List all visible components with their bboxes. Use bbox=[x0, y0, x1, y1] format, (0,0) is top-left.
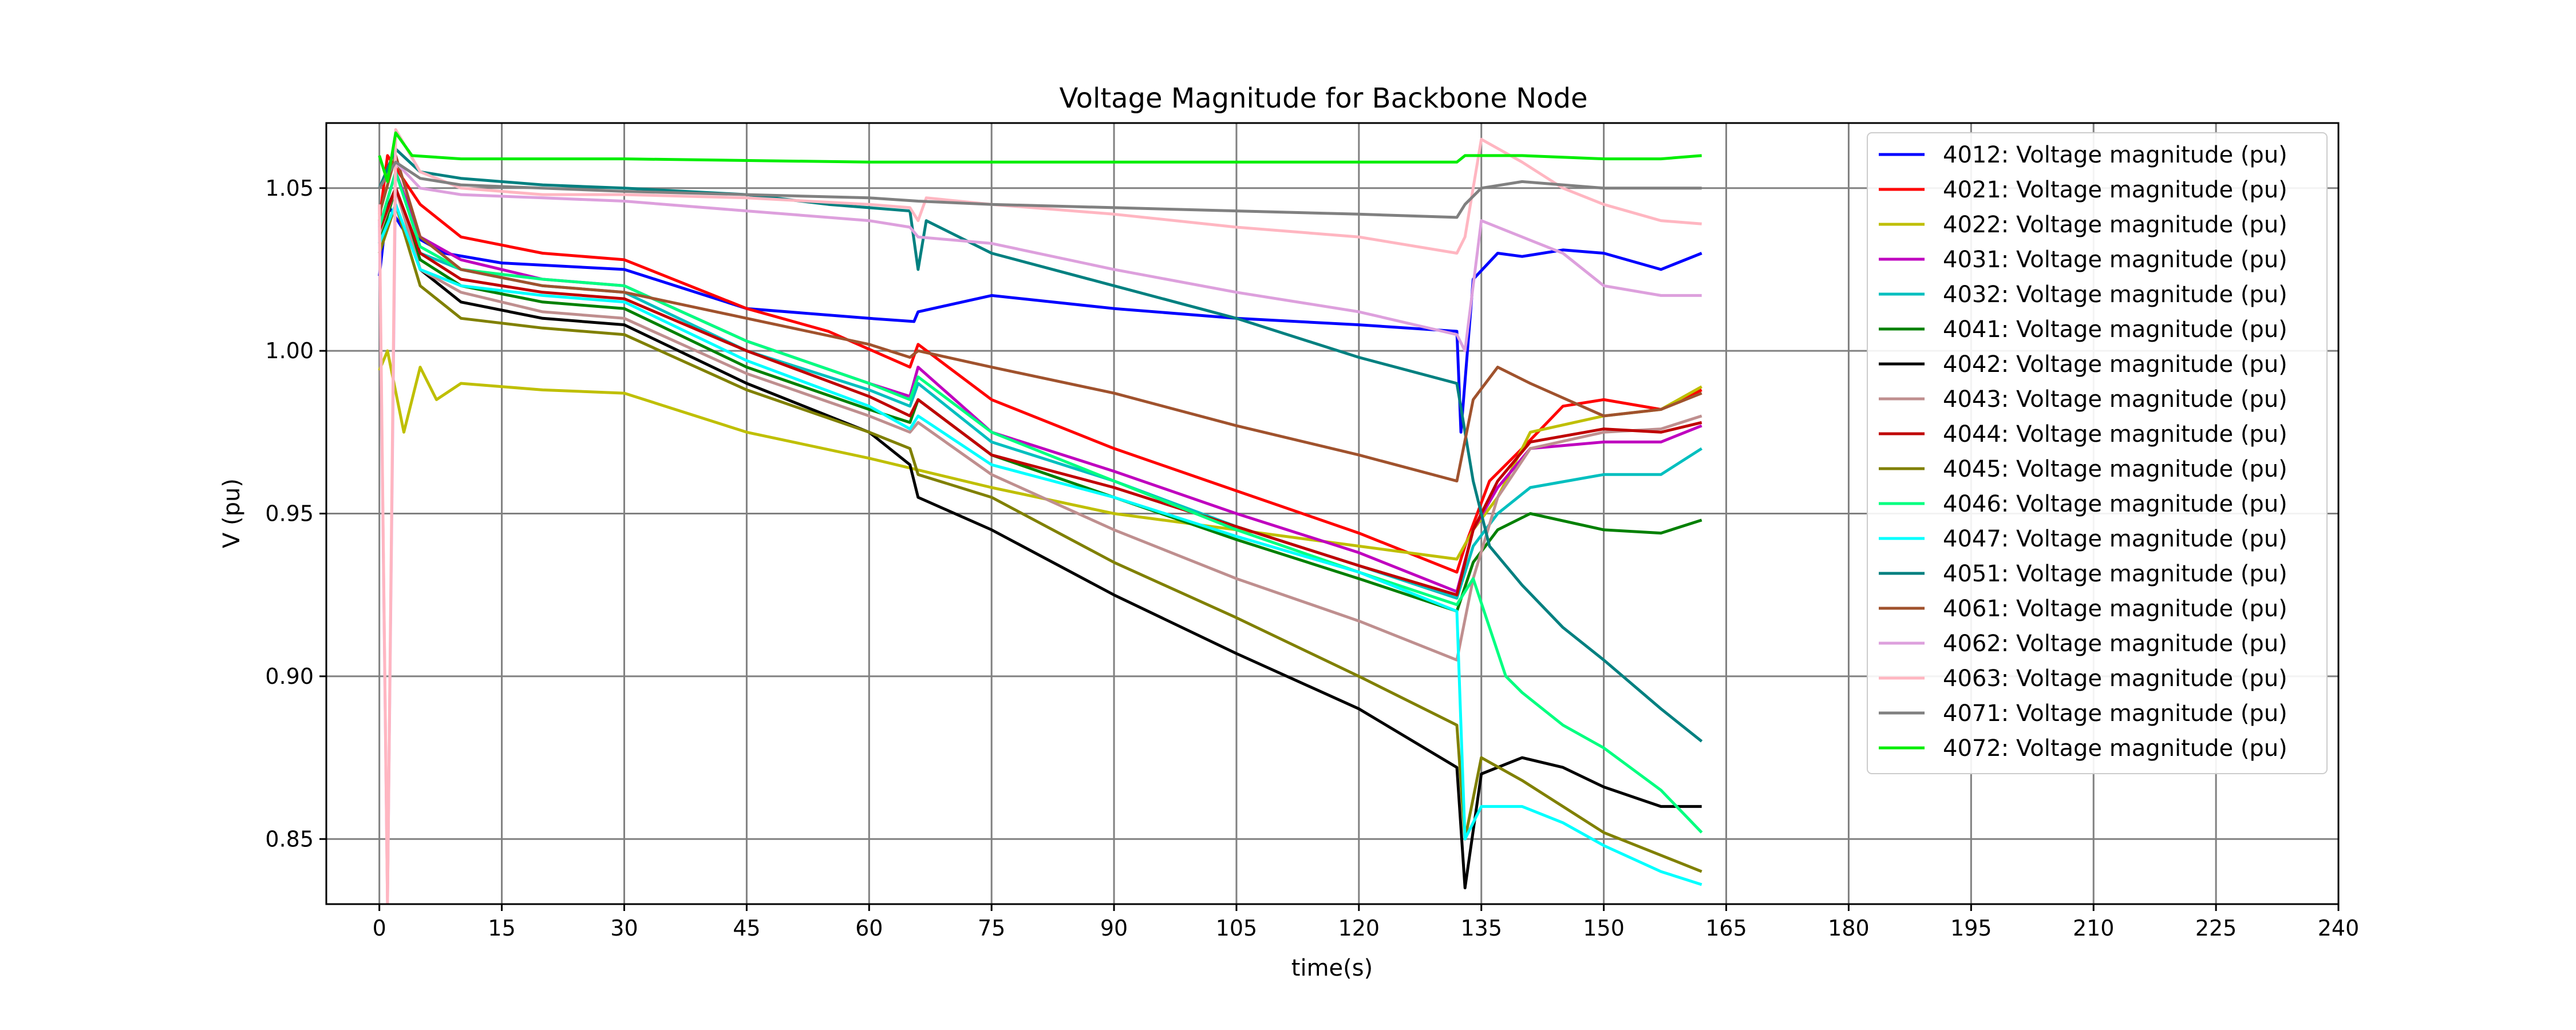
legend-label: 4031: Voltage magnitude (pu) bbox=[1943, 247, 2287, 273]
legend-label: 4061: Voltage magnitude (pu) bbox=[1943, 596, 2287, 622]
series-line-4063 bbox=[378, 128, 1702, 904]
legend-label: 4047: Voltage magnitude (pu) bbox=[1943, 526, 2287, 552]
legend-label: 4062: Voltage magnitude (pu) bbox=[1943, 631, 2287, 657]
legend-label: 4071: Voltage magnitude (pu) bbox=[1943, 700, 2287, 727]
x-tick-label: 30 bbox=[610, 916, 638, 941]
series-line-4047 bbox=[378, 203, 1702, 886]
x-tick-label: 75 bbox=[978, 916, 1005, 941]
x-tick-label: 45 bbox=[733, 916, 760, 941]
legend-label: 4043: Voltage magnitude (pu) bbox=[1943, 386, 2287, 413]
legend-label: 4045: Voltage magnitude (pu) bbox=[1943, 456, 2287, 482]
legend: 4012: Voltage magnitude (pu) 4021: Voltag… bbox=[1867, 132, 2328, 774]
x-tick-label: 135 bbox=[1460, 916, 1502, 941]
series-line-4046 bbox=[378, 170, 1703, 834]
x-tick-label: 15 bbox=[488, 916, 515, 941]
series-line-4072 bbox=[378, 131, 1702, 183]
legend-label: 4021: Voltage magnitude (pu) bbox=[1943, 177, 2287, 203]
x-tick-label: 0 bbox=[373, 916, 386, 941]
series-line-4045 bbox=[378, 203, 1702, 873]
x-tick-label: 210 bbox=[2073, 916, 2115, 941]
legend-box bbox=[1867, 132, 2328, 774]
y-tick-label: 0.90 bbox=[265, 664, 314, 689]
legend-label: 4072: Voltage magnitude (pu) bbox=[1943, 735, 2287, 762]
chart-title: Voltage Magnitude for Backbone Node bbox=[1060, 82, 1588, 114]
legend-label: 4051: Voltage magnitude (pu) bbox=[1943, 561, 2287, 587]
x-tick-label: 240 bbox=[2318, 916, 2360, 941]
series-line-4061 bbox=[378, 154, 1702, 483]
y-tick-label: 1.05 bbox=[265, 176, 314, 201]
y-tick-label: 0.85 bbox=[265, 826, 314, 851]
legend-label: 4044: Voltage magnitude (pu) bbox=[1943, 421, 2287, 447]
series-line-4043 bbox=[378, 187, 1702, 661]
legend-label: 4041: Voltage magnitude (pu) bbox=[1943, 316, 2287, 343]
legend-label: 4042: Voltage magnitude (pu) bbox=[1943, 351, 2287, 378]
x-tick-label: 165 bbox=[1705, 916, 1747, 941]
series-line-4062 bbox=[378, 160, 1702, 904]
series-line-4012 bbox=[378, 203, 1702, 434]
x-tick-label: 105 bbox=[1216, 916, 1258, 941]
legend-label: 4032: Voltage magnitude (pu) bbox=[1943, 282, 2287, 308]
legend-label: 4063: Voltage magnitude (pu) bbox=[1943, 665, 2287, 692]
x-tick-label: 150 bbox=[1583, 916, 1625, 941]
x-tick-label: 180 bbox=[1828, 916, 1870, 941]
series-line-4021 bbox=[378, 154, 1702, 574]
legend-label: 4022: Voltage magnitude (pu) bbox=[1943, 212, 2287, 238]
x-axis-label: time(s) bbox=[1291, 955, 1373, 981]
legend-label: 4046: Voltage magnitude (pu) bbox=[1943, 491, 2287, 517]
x-tick-label: 90 bbox=[1100, 916, 1128, 941]
series-line-4051 bbox=[378, 148, 1703, 743]
legend-label: 4012: Voltage magnitude (pu) bbox=[1943, 142, 2287, 168]
series-group bbox=[378, 128, 1703, 904]
x-tick-label: 60 bbox=[855, 916, 883, 941]
series-line-4044 bbox=[378, 187, 1702, 597]
y-tick-label: 0.95 bbox=[265, 501, 314, 526]
series-line-4042 bbox=[378, 187, 1702, 890]
series-line-4071 bbox=[378, 160, 1702, 219]
y-tick-label: 1.00 bbox=[265, 338, 314, 363]
x-tick-label: 120 bbox=[1338, 916, 1380, 941]
x-tick-label: 195 bbox=[1950, 916, 1992, 941]
x-tick-label: 225 bbox=[2195, 916, 2237, 941]
y-axis-label: V (pu) bbox=[219, 478, 245, 548]
ticks: 0 15 30 45 60 75 90 105 120 135 150 165 180 195 210 225… bbox=[265, 176, 2359, 941]
